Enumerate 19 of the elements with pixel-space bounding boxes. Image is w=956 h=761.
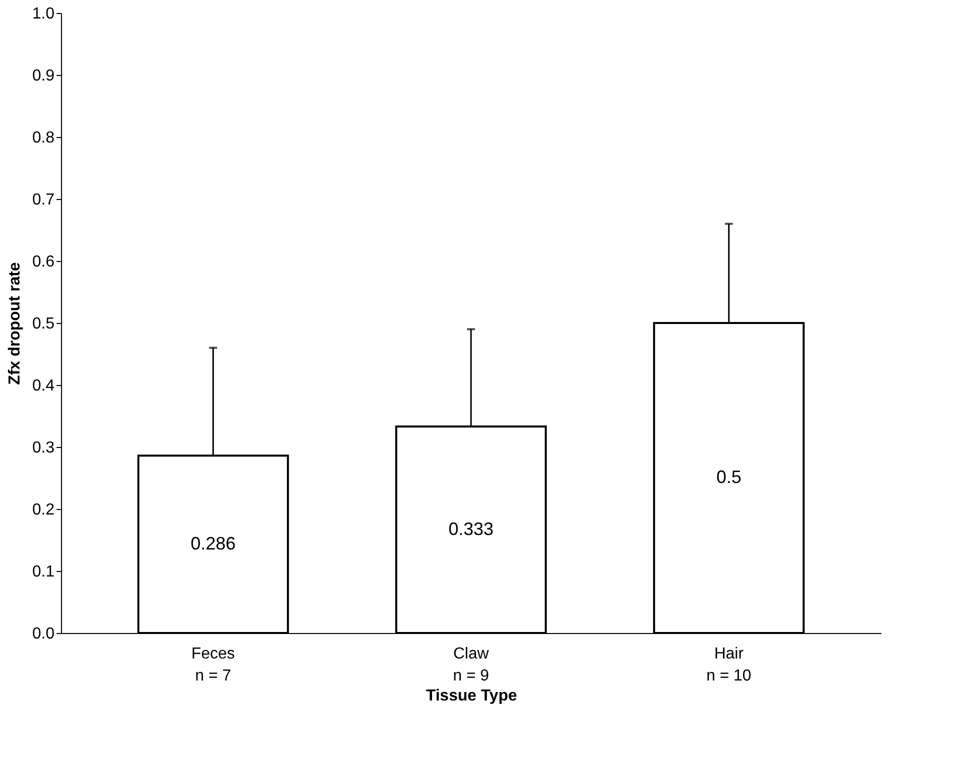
y-tick-label: 0.8	[32, 130, 55, 146]
y-tick-label: 0.2	[32, 502, 55, 518]
y-tick-label: 0.7	[32, 192, 55, 208]
y-tick-label: 0.9	[32, 68, 55, 84]
data-label: 0.5	[716, 467, 742, 487]
y-axis-title: Zfx dropout rate	[6, 262, 24, 385]
y-tick-label: 0.0	[32, 626, 55, 642]
x-tick-label: Feces n = 7	[191, 646, 235, 684]
y-tick-label: 0.3	[32, 440, 55, 456]
y-tick-label: 0.5	[32, 316, 55, 332]
y-tick-label: 0.6	[32, 254, 55, 270]
y-tick-label: 1.0	[32, 6, 55, 22]
x-axis-title: Tissue Type	[426, 688, 518, 704]
y-tick-label: 0.4	[32, 378, 55, 394]
y-tick-label: 0.1	[32, 564, 55, 580]
data-label: 0.333	[448, 518, 494, 539]
x-tick-label: Claw n = 9	[452, 646, 490, 684]
x-tick-label: Hair n = 10	[706, 646, 752, 684]
data-label: 0.286	[190, 533, 236, 554]
